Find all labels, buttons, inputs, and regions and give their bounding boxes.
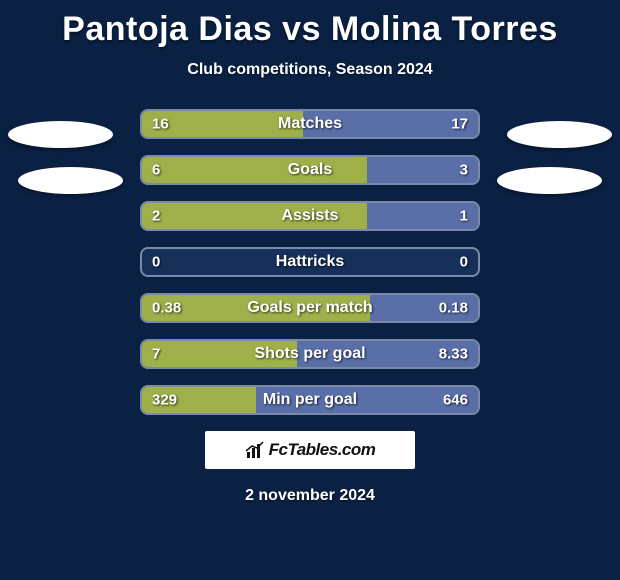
stat-label: Goals per match xyxy=(247,299,372,317)
stat-row: 0 0 Hattricks xyxy=(140,247,480,277)
subtitle: Club competitions, Season 2024 xyxy=(0,61,620,79)
stat-label: Hattricks xyxy=(276,253,344,271)
date-text: 2 november 2024 xyxy=(0,487,620,505)
watermark: FcTables.com xyxy=(205,431,415,469)
stat-fill-left xyxy=(142,157,367,183)
stat-value-right: 0.18 xyxy=(439,300,468,317)
stat-value-left: 329 xyxy=(152,392,177,409)
stat-value-right: 0 xyxy=(460,254,468,271)
stat-value-right: 1 xyxy=(460,208,468,225)
stat-row: 0.38 0.18 Goals per match xyxy=(140,293,480,323)
stat-value-left: 0.38 xyxy=(152,300,181,317)
stat-row: 7 8.33 Shots per goal xyxy=(140,339,480,369)
stat-value-left: 16 xyxy=(152,116,169,133)
stat-row: 6 3 Goals xyxy=(140,155,480,185)
stat-value-right: 646 xyxy=(443,392,468,409)
stat-value-left: 7 xyxy=(152,346,160,363)
stat-label: Goals xyxy=(288,161,332,179)
stat-row: 2 1 Assists xyxy=(140,201,480,231)
comparison-arena: 16 17 Matches 6 3 Goals 2 1 Assists 0 0 Hattricks 0.… xyxy=(0,109,620,415)
stat-value-right: 8.33 xyxy=(439,346,468,363)
stat-label: Min per goal xyxy=(263,391,357,409)
player-left-badge-1 xyxy=(8,121,113,148)
stat-bars: 16 17 Matches 6 3 Goals 2 1 Assists 0 0 Hattricks 0.… xyxy=(140,109,480,415)
player-left-badge-2 xyxy=(18,167,123,194)
stat-value-left: 2 xyxy=(152,208,160,225)
stat-label: Shots per goal xyxy=(254,345,365,363)
watermark-text: FcTables.com xyxy=(269,440,376,460)
stat-value-right: 17 xyxy=(451,116,468,133)
stat-row: 16 17 Matches xyxy=(140,109,480,139)
stat-value-left: 6 xyxy=(152,162,160,179)
page-title: Pantoja Dias vs Molina Torres xyxy=(0,0,620,49)
stat-label: Matches xyxy=(278,115,342,133)
stat-value-right: 3 xyxy=(460,162,468,179)
stat-value-left: 0 xyxy=(152,254,160,271)
player-right-badge-2 xyxy=(497,167,602,194)
stat-row: 329 646 Min per goal xyxy=(140,385,480,415)
player-right-badge-1 xyxy=(507,121,612,148)
chart-icon xyxy=(245,440,265,460)
stat-label: Assists xyxy=(282,207,339,225)
